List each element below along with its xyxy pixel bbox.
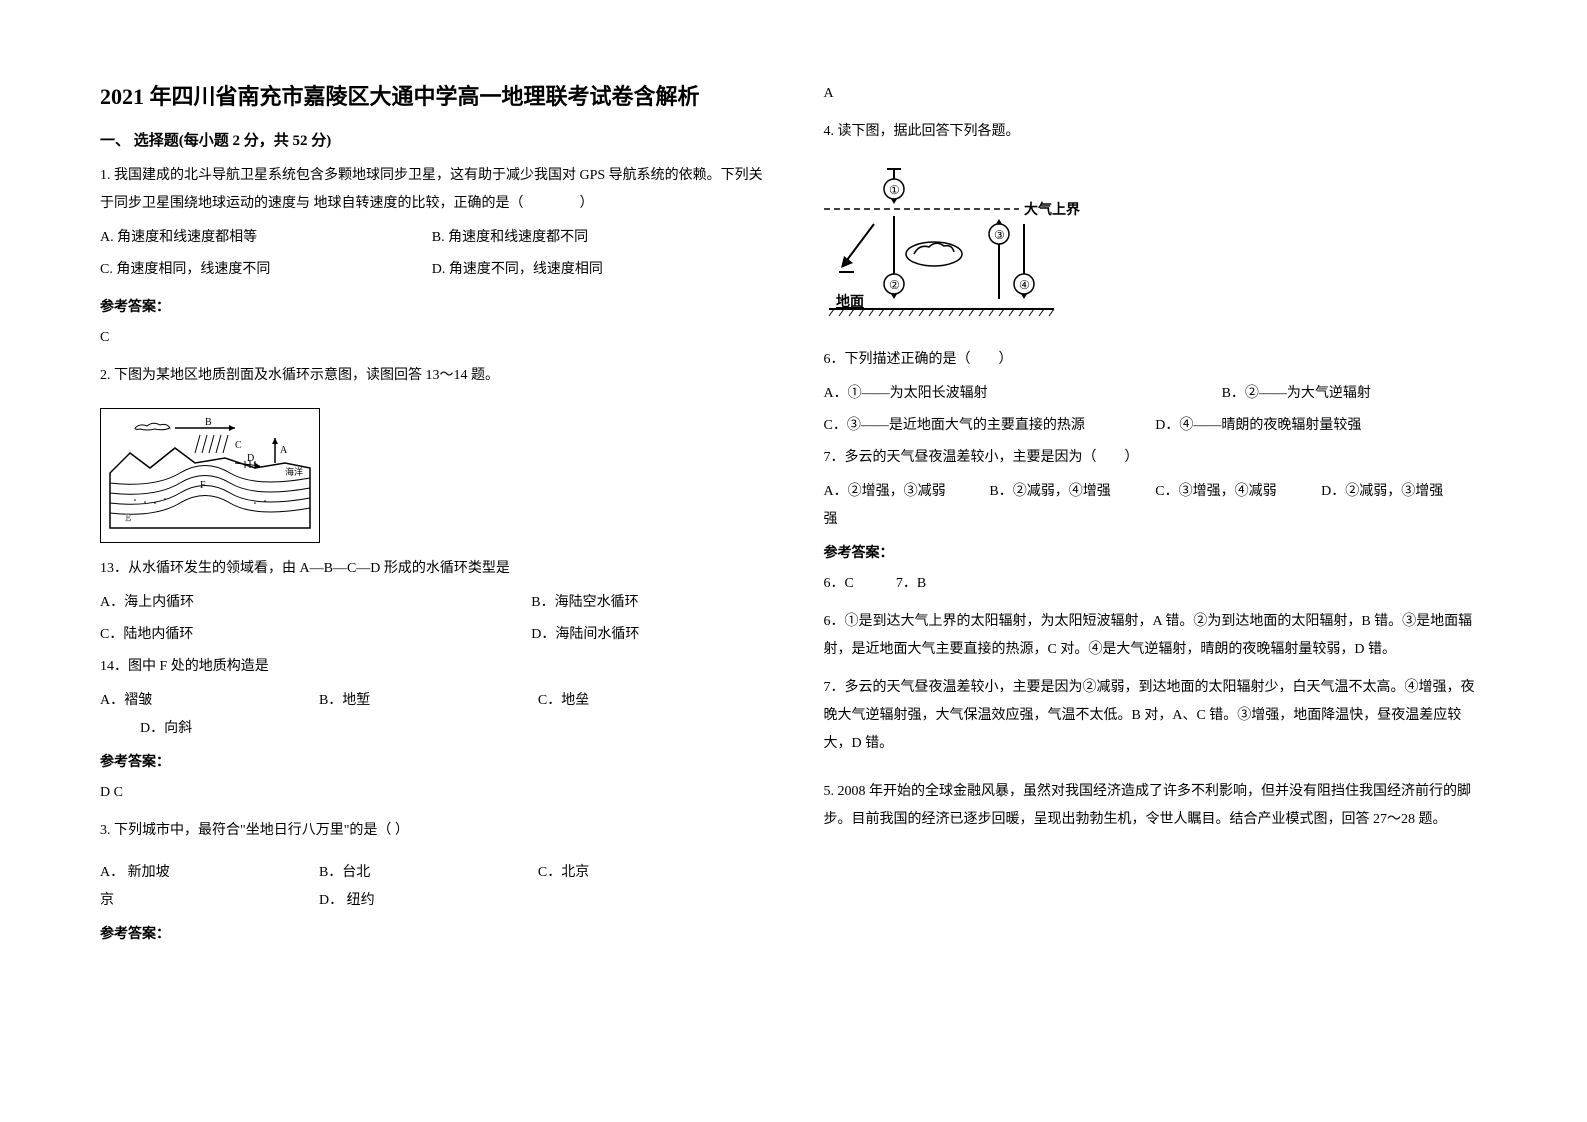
q4-answer-label: 参考答案： — [824, 542, 1488, 562]
q4-answer-line: 6．C 7．B — [824, 570, 1488, 598]
q2-sub13-optA: A．海上内循环 — [100, 589, 531, 617]
q4-sub7-optC: C．③增强，④减弱 — [1155, 478, 1321, 506]
geology-figure-box: B A C — [100, 408, 320, 543]
q2-sub14-row1: A．褶皱 B．地堑 C．地垒 — [100, 687, 764, 715]
q1-optB: B. 角速度和线速度都不同 — [432, 224, 764, 252]
q3-answer-label: 参考答案： — [100, 923, 764, 943]
q3-optD: D． 纽约 — [319, 887, 538, 915]
q3-optB: B．台北 — [319, 859, 538, 887]
q2-sub13-optD: D．海陆间水循环 — [531, 621, 639, 649]
q3-row1: A． 新加坡 B．台北 C．北京 — [100, 859, 764, 887]
q2-figure: B A C — [100, 408, 764, 543]
q4-explain7: 7．多云的天气昼夜温差较小，主要是因为②减弱，到达地面的太阳辐射少，白天气温不太… — [824, 674, 1488, 758]
label-ocean: 海洋 — [285, 466, 303, 477]
q4-sub7-row: A．②增强，③减弱 B．②减弱，④增强 C．③增强，④减弱 D．②减弱，③增强 — [824, 478, 1488, 506]
q4-sub7-optA: A．②增强，③减弱 — [824, 478, 990, 506]
q1-stem: 1. 我国建成的北斗导航卫星系统包含多颗地球同步卫星，这有助于减少我国对 GPS… — [100, 162, 764, 218]
q2-sub13: 13．从水循环发生的领域看，由 A—B—C—D 形成的水循环类型是 — [100, 555, 764, 583]
q3-optC: C．北京 — [538, 859, 757, 887]
q4-stem: 4. 读下图，据此回答下列各题。 — [824, 118, 1488, 146]
q1-optD: D. 角速度不同，线速度相同 — [432, 256, 764, 284]
q4-sub7-optD: D．②减弱，③增强 — [1321, 478, 1487, 506]
q4-sub6-row2: C．③——是近地面大气的主要直接的热源 D．④——晴朗的夜晚辐射量较强 — [824, 412, 1488, 440]
q1-answer: C — [100, 324, 764, 352]
q4-sub6-optB: B．②——为大气逆辐射 — [1222, 380, 1371, 408]
q4-sub7-optD-cont: 强 — [824, 506, 1488, 534]
q2-sub14: 14．图中 F 处的地质构造是 — [100, 653, 764, 681]
q1-options-row1: A. 角速度和线速度都相等 B. 角速度和线速度都不同 — [100, 224, 764, 252]
q2-sub13-optB: B．海陆空水循环 — [531, 589, 638, 617]
left-column: 2021 年四川省南充市嘉陵区大通中学高一地理联考试卷含解析 一、 选择题(每小… — [100, 80, 764, 1082]
q2-sub13-optC: C．陆地内循环 — [100, 621, 531, 649]
label-ground: 地面 — [836, 293, 864, 310]
label-D: D — [247, 453, 254, 464]
label-2: ② — [889, 278, 900, 292]
q2-answer-label: 参考答案： — [100, 751, 764, 771]
q2-sub13-row2: C．陆地内循环 D．海陆间水循环 — [100, 621, 764, 649]
q4-sub7: 7．多云的天气昼夜温差较小，主要是因为（ ） — [824, 444, 1488, 472]
q4-sub7-optB: B．②减弱，④增强 — [989, 478, 1155, 506]
q2-sub14-optB: B．地堑 — [319, 687, 538, 715]
q2-sub14-optD: D．向斜 — [100, 715, 764, 743]
q4-figure: ① 大气上界 ② ③ ④ — [824, 164, 1488, 334]
q3-row2: 京 D． 纽约 — [100, 887, 764, 915]
q1-optC: C. 角速度相同，线速度不同 — [100, 256, 432, 284]
q5-stem: 5. 2008 年开始的全球金融风暴，虽然对我国经济造成了许多不利影响，但并没有… — [824, 778, 1488, 834]
label-E: E — [125, 513, 131, 524]
label-1: ① — [889, 183, 900, 197]
label-3: ③ — [994, 228, 1005, 242]
geology-diagram: B A C — [105, 413, 315, 533]
q3-answer: A — [824, 80, 1488, 108]
q4-sub6-optC: C．③——是近地面大气的主要直接的热源 — [824, 412, 1156, 440]
page-title: 2021 年四川省南充市嘉陵区大通中学高一地理联考试卷含解析 — [100, 80, 764, 113]
right-column: A 4. 读下图，据此回答下列各题。 ① 大气上界 ② — [824, 80, 1488, 1082]
q2-answer: D C — [100, 779, 764, 807]
label-F: F — [200, 480, 206, 491]
q3-stem: 3. 下列城市中，最符合"坐地日行八万里"的是（ ） — [100, 817, 764, 845]
q1-options-row2: C. 角速度相同，线速度不同 D. 角速度不同，线速度相同 — [100, 256, 764, 284]
atmosphere-diagram: ① 大气上界 ② ③ ④ — [824, 164, 1104, 334]
label-atmosphere-top: 大气上界 — [1024, 201, 1081, 218]
q1-optA: A. 角速度和线速度都相等 — [100, 224, 432, 252]
q4-explain6: 6．①是到达大气上界的太阳辐射，为太阳短波辐射，A 错。②为到达地面的太阳辐射，… — [824, 608, 1488, 664]
q2-sub13-row1: A．海上内循环 B．海陆空水循环 — [100, 589, 764, 617]
label-C: C — [235, 440, 242, 451]
q2-stem: 2. 下图为某地区地质剖面及水循环示意图，读图回答 13～14 题。 — [100, 362, 764, 390]
q4-sub6: 6．下列描述正确的是（ ） — [824, 346, 1488, 374]
section-header: 一、 选择题(每小题 2 分，共 52 分) — [100, 129, 764, 150]
q1-answer-label: 参考答案： — [100, 296, 764, 316]
label-B: B — [205, 417, 212, 428]
q2-sub14-optA: A．褶皱 — [100, 687, 319, 715]
q4-sub6-optD: D．④——晴朗的夜晚辐射量较强 — [1155, 412, 1361, 440]
q3-optA: A． 新加坡 — [100, 859, 319, 887]
q4-sub6-row1: A．①——为太阳长波辐射 B．②——为大气逆辐射 — [824, 380, 1488, 408]
q2-sub14-optC: C．地垒 — [538, 687, 757, 715]
label-A: A — [280, 445, 288, 456]
q3-optC-cont: 京 — [100, 887, 319, 915]
label-4: ④ — [1019, 278, 1030, 292]
q4-sub6-optA: A．①——为太阳长波辐射 — [824, 380, 1222, 408]
